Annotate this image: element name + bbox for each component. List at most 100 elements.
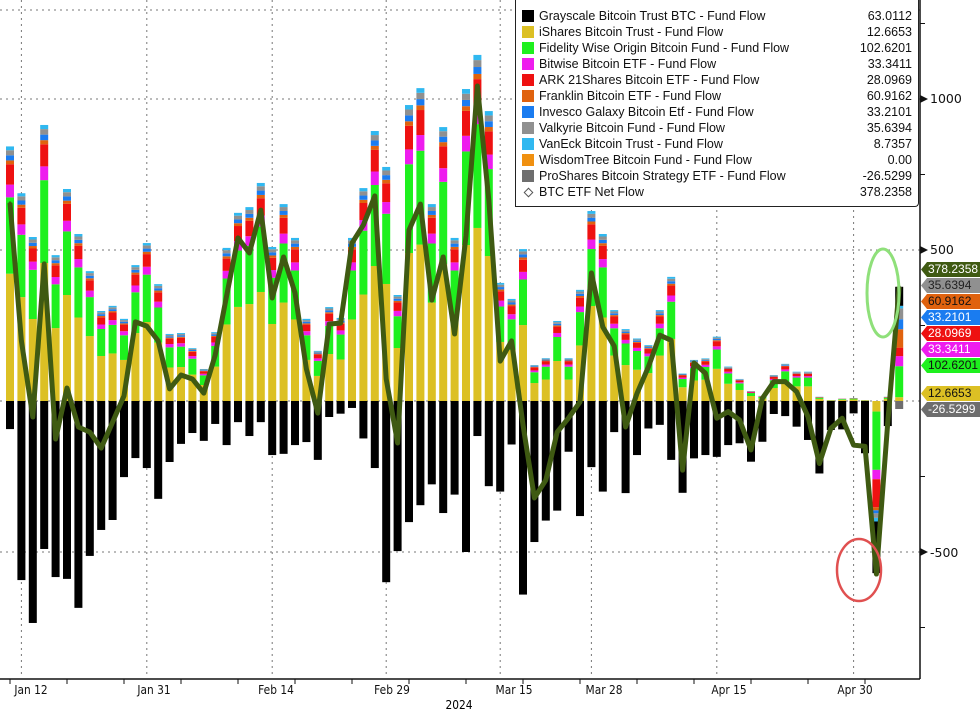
bar-segment-ezbc (610, 315, 619, 317)
bar-segment-btco (667, 281, 676, 284)
bar-segment-ibit (610, 355, 619, 401)
bar-stack (655, 310, 664, 425)
legend-item-ark[interactable]: ARK 21Shares Bitcoin ETF - Fund Flow 28.0… (522, 72, 912, 88)
bar-segment-ezbc (234, 223, 242, 227)
bar-segment-arkb (359, 202, 368, 221)
bar-segment-bitb (63, 220, 71, 232)
bar-segment-gbtc (633, 401, 641, 456)
bar-segment-fbtc (63, 231, 71, 295)
bar-segment-fbtc (462, 151, 470, 246)
bar-stack (405, 105, 413, 523)
bar-segment-ibit (473, 227, 482, 401)
bar-stacks (6, 54, 904, 623)
bar-segment-gbtc (427, 401, 436, 485)
bar-segment-hodl (484, 111, 493, 116)
bar-segment-gbtc (405, 401, 413, 523)
bar-segment-ezbc (439, 142, 448, 147)
net-flow-point (772, 380, 776, 384)
value-tag-invesco: 33.2101 (921, 310, 980, 325)
bar-stack (587, 211, 596, 468)
bar-segment-bitb (108, 320, 117, 325)
bar-segment-fbtc (40, 180, 49, 263)
legend-item-fidelity[interactable]: Fidelity Wise Origin Bitcoin Fund - Fund… (522, 40, 912, 56)
bar-segment-gbtc (28, 401, 37, 623)
legend-item-valkyrie[interactable]: Valkyrie Bitcoin Fund - Fund Flow 35.6394 (522, 120, 912, 136)
bar-segment-gbtc (507, 401, 516, 445)
bar-segment-fbtc (245, 245, 254, 305)
bar-segment-fbtc (781, 371, 790, 383)
bar-segment-btco (188, 349, 197, 352)
bar-segment-brrr (256, 186, 265, 191)
net-flow-point (396, 441, 400, 445)
net-flow-point (31, 415, 35, 419)
legend-item-franklin[interactable]: Franklin Bitcoin ETF - Fund Flow 60.9162 (522, 88, 912, 104)
bar-segment-btco (120, 321, 128, 324)
net-flow-point (726, 410, 730, 414)
highlight-ellipse-red (835, 537, 883, 603)
bar-segment-ezbc (268, 255, 277, 258)
bar-segment-ibit (177, 367, 185, 401)
legend-item-ishares[interactable]: iShares Bitcoin Trust - Fund Flow 12.6653 (522, 24, 912, 40)
bar-segment-hodl (427, 204, 436, 208)
bar-segment-arkb (564, 361, 573, 365)
bar-segment-hodl (222, 247, 231, 251)
bar-segment-ezbc (370, 145, 379, 150)
legend-item-bitwise[interactable]: Bitwise Bitcoin ETF - Fund Flow 33.3411 (522, 56, 912, 72)
bar-segment-ibit (564, 379, 573, 401)
bar-segment-arkb (370, 149, 379, 172)
net-flow-point (99, 446, 103, 450)
bar-segment-btco (621, 331, 630, 334)
bar-segment-arkb (450, 249, 459, 263)
legend-item-grayscale[interactable]: Grayscale Bitcoin Trust BTC - Fund Flow 6… (522, 8, 912, 24)
bar-stack (336, 317, 345, 414)
bar-segment-fbtc (895, 366, 904, 398)
bar-segment-ibit (325, 354, 334, 401)
net-flow-point (681, 468, 685, 472)
bar-segment-fbtc (530, 372, 539, 384)
bar-segment-brrr (644, 345, 653, 348)
bar-segment-btco (781, 365, 790, 366)
net-flow-point (42, 262, 46, 266)
bar-segment-bitb (302, 331, 311, 336)
net-flow-point (225, 294, 229, 298)
legend-item-invesco[interactable]: Invesco Galaxy Bitcoin Etf - Fund Flow 33… (522, 104, 912, 120)
bar-segment-ezbc (507, 304, 516, 307)
bar-segment-ibit (849, 399, 858, 401)
bar-segment-fbtc (724, 373, 733, 384)
net-flow-point (624, 425, 628, 429)
legend-item-proshares[interactable]: ProShares Bitcoin Strategy ETF - Fund Fl… (522, 168, 912, 184)
net-flow-point (510, 339, 514, 343)
bar-segment-arkb (655, 316, 664, 324)
bar-segment-hodl (165, 333, 174, 335)
bar-segment-ezbc (724, 368, 733, 369)
bar-stack (576, 289, 584, 517)
net-flow-point (760, 396, 764, 400)
legend-swatch (522, 42, 534, 54)
bar-stack (507, 298, 516, 445)
bar-segment-gbtc (370, 401, 379, 469)
legend-item-vaneck[interactable]: VanEck Bitcoin Trust - Fund Flow 8.7357 (522, 136, 912, 152)
bar-segment-gbtc (462, 401, 470, 552)
bar-stack (302, 318, 311, 443)
bar-segment-gbtc (325, 401, 334, 418)
bar-segment-fbtc (496, 306, 505, 342)
bar-segment-hodl (564, 358, 573, 359)
bar-segment-arkb (747, 391, 755, 393)
bar-segment-ezbc (701, 360, 710, 362)
bar-segment-btco (28, 242, 37, 247)
net-flow-point (795, 390, 799, 394)
bar-segment-brrr (712, 337, 721, 339)
bar-segment-btco (655, 313, 664, 316)
bar-segment-btco (325, 310, 334, 313)
legend-item-net-flow[interactable]: BTC ETF Net Flow 378.2358 (522, 184, 912, 200)
bar-segment-fbtc (405, 164, 413, 254)
bar-segment-brrr (120, 320, 128, 322)
bar-segment-fbtc (28, 269, 37, 320)
bar-segment-gbtc (792, 401, 801, 427)
legend-item-wisdomtree[interactable]: WisdomTree Bitcoin Fund - Fund Flow 0.00 (522, 152, 912, 168)
y-tick-label: 1000 (930, 91, 962, 106)
bar-segment-arkb (234, 226, 242, 242)
bar-segment-bitb (553, 332, 562, 337)
bar-segment-arkb (895, 347, 904, 357)
bar-segment-gbtc (416, 401, 425, 506)
